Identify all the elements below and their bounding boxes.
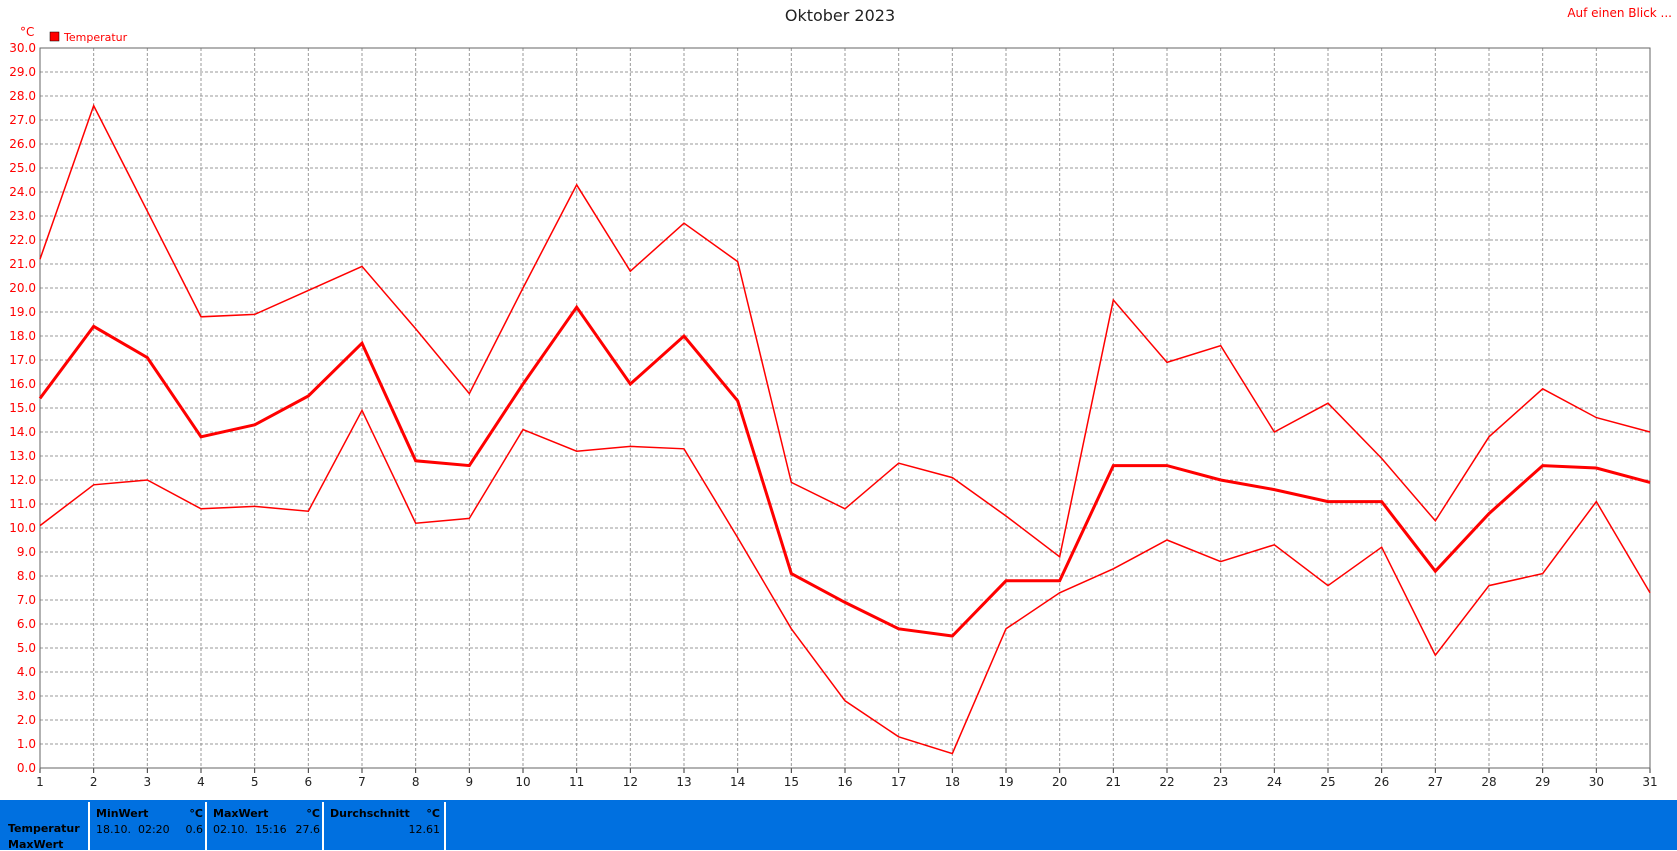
- y-tick-label: 26.0: [9, 137, 36, 151]
- x-tick-label: 25: [1320, 775, 1335, 789]
- x-tick-label: 12: [623, 775, 638, 789]
- y-tick-label: 28.0: [9, 89, 36, 103]
- x-tick-label: 21: [1106, 775, 1121, 789]
- x-tick-label: 13: [676, 775, 691, 789]
- x-tick-label: 29: [1535, 775, 1550, 789]
- y-tick-label: 11.0: [9, 497, 36, 511]
- y-tick-label: 29.0: [9, 65, 36, 79]
- y-tick-label: 30.0: [9, 41, 36, 55]
- summary-text: 02.10. 15:16: [213, 823, 287, 836]
- y-tick-label: 14.0: [9, 425, 36, 439]
- y-tick-label: 12.0: [9, 473, 36, 487]
- summary-text: 12.61: [408, 823, 441, 836]
- y-tick-label: 8.0: [17, 569, 36, 583]
- x-tick-label: 22: [1159, 775, 1174, 789]
- y-tick-label: 23.0: [9, 209, 36, 223]
- x-tick-label: 14: [730, 775, 745, 789]
- x-tick-label: 19: [998, 775, 1013, 789]
- y-tick-label: 19.0: [9, 305, 36, 319]
- y-tick-label: 10.0: [9, 521, 36, 535]
- line-series: [38, 304, 1651, 638]
- line-series: [39, 408, 1651, 755]
- x-tick-label: 10: [515, 775, 530, 789]
- x-tick-label: 7: [358, 775, 366, 789]
- summary-text: Durchschnitt: [330, 807, 410, 820]
- x-tick-label: 18: [945, 775, 960, 789]
- x-tick-label: 28: [1481, 775, 1496, 789]
- y-tick-label: 3.0: [17, 689, 36, 703]
- x-tick-label: 11: [569, 775, 584, 789]
- x-tick-label: 27: [1428, 775, 1443, 789]
- row-label: Temperatur: [8, 822, 80, 835]
- summary-text: °C: [189, 807, 203, 820]
- line-series: [39, 103, 1651, 559]
- y-tick-label: 21.0: [9, 257, 36, 271]
- y-tick-label: 9.0: [17, 545, 36, 559]
- x-tick-label: 17: [891, 775, 906, 789]
- link[interactable]: Auf einen Blick ...: [1567, 6, 1672, 20]
- y-tick-label: 24.0: [9, 185, 36, 199]
- x-tick-label: 3: [144, 775, 152, 789]
- x-tick-label: 16: [837, 775, 852, 789]
- y-tick-label: 13.0: [9, 449, 36, 463]
- y-tick-label: 22.0: [9, 233, 36, 247]
- y-tick-label: 20.0: [9, 281, 36, 295]
- summary-cell: MinWert °C 18.10. 02:20 0.6: [88, 802, 207, 850]
- x-tick-label: 9: [466, 775, 474, 789]
- summary-text: °C: [426, 807, 440, 820]
- plot-frame: [39, 47, 1651, 769]
- summary-cell: MaxWert °C 02.10. 15:16 27.6: [205, 802, 324, 850]
- x-tick-label: 5: [251, 775, 259, 789]
- x-tick-label: 15: [784, 775, 799, 789]
- legend-label: Temperatur: [63, 31, 128, 44]
- y-tick-label: 16.0: [9, 377, 36, 391]
- y-tick-label: 7.0: [17, 593, 36, 607]
- summary-text: 18.10. 02:20: [96, 823, 170, 836]
- y-unit: °C: [20, 25, 34, 39]
- chart-title: Oktober 2023: [785, 6, 895, 25]
- x-tick-label: 1: [36, 775, 44, 789]
- summary-text: MaxWert: [213, 807, 269, 820]
- x-tick-label: 20: [1052, 775, 1067, 789]
- x-tick-label: 6: [305, 775, 313, 789]
- y-tick-label: 2.0: [17, 713, 36, 727]
- summary-text: °C: [306, 807, 320, 820]
- x-tick-label: 8: [412, 775, 420, 789]
- x-tick-label: 23: [1213, 775, 1228, 789]
- x-tick-label: 4: [197, 775, 205, 789]
- x-tick-label: 30: [1589, 775, 1604, 789]
- y-tick-label: 25.0: [9, 161, 36, 175]
- summary-text: 0.6: [185, 823, 204, 836]
- legend-swatch: [49, 31, 60, 42]
- x-tick-label: 31: [1642, 775, 1657, 789]
- x-tick-label: 2: [90, 775, 98, 789]
- chart: Oktober 2023 Auf einen Blick ... °C 0.01…: [9, 6, 1672, 789]
- y-tick-label: 17.0: [9, 353, 36, 367]
- x-tick-label: 24: [1267, 775, 1282, 789]
- y-tick-label: 1.0: [17, 737, 36, 751]
- y-tick-label: 0.0: [17, 761, 36, 775]
- y-tick-label: 18.0: [9, 329, 36, 343]
- summary-text: MinWert: [96, 807, 149, 820]
- y-tick-label: 5.0: [17, 641, 36, 655]
- y-tick-label: 27.0: [9, 113, 36, 127]
- summary-text: 27.6: [295, 823, 321, 836]
- summary-bar: Temperatur MaxWert MinWert °C 18.10. 02:20…: [0, 800, 1677, 851]
- y-tick-label: 15.0: [9, 401, 36, 415]
- x-tick-label: 26: [1374, 775, 1389, 789]
- row-label: MaxWert: [8, 838, 64, 851]
- y-tick-label: 4.0: [17, 665, 36, 679]
- y-tick-label: 6.0: [17, 617, 36, 631]
- summary-cell: Durchschnitt °C 12.61: [322, 802, 446, 850]
